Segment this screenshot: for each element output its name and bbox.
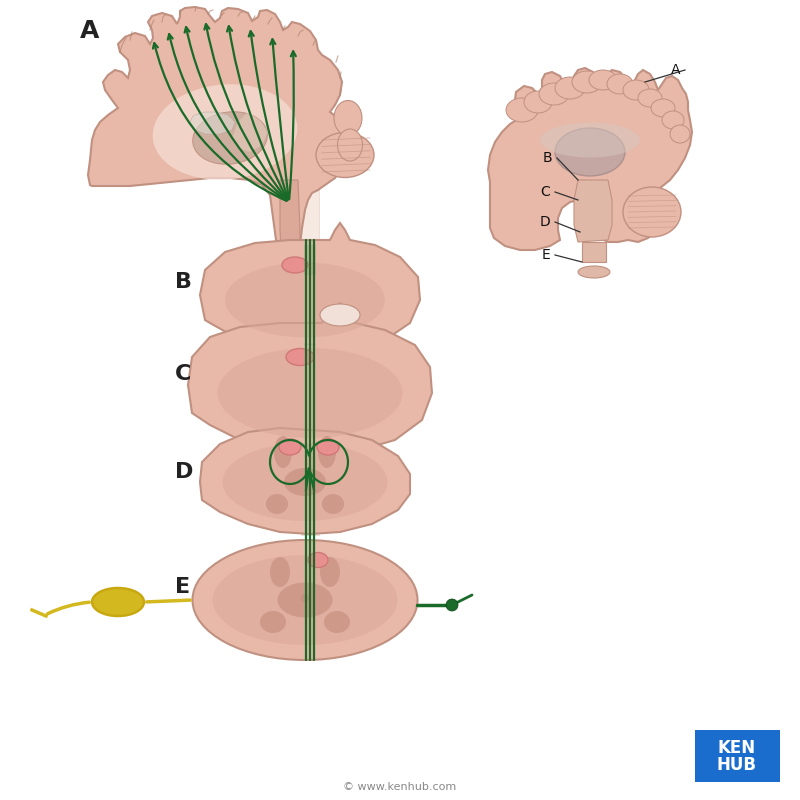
Ellipse shape <box>260 611 286 633</box>
FancyArrowPatch shape <box>185 27 287 200</box>
Ellipse shape <box>274 436 292 468</box>
Ellipse shape <box>623 187 681 237</box>
Circle shape <box>446 599 458 611</box>
FancyBboxPatch shape <box>695 730 780 782</box>
FancyArrowPatch shape <box>270 39 289 199</box>
Polygon shape <box>301 344 319 452</box>
Ellipse shape <box>539 83 569 105</box>
Ellipse shape <box>317 439 339 455</box>
Polygon shape <box>200 428 410 534</box>
Text: A: A <box>670 63 680 77</box>
Ellipse shape <box>506 98 538 122</box>
FancyArrowPatch shape <box>290 51 296 199</box>
Text: E: E <box>175 577 190 597</box>
Ellipse shape <box>320 557 340 587</box>
Text: KEN: KEN <box>718 739 756 757</box>
Polygon shape <box>88 7 348 275</box>
Polygon shape <box>301 452 319 535</box>
Ellipse shape <box>222 443 387 521</box>
FancyArrowPatch shape <box>227 26 288 199</box>
Polygon shape <box>190 112 235 134</box>
Polygon shape <box>582 242 606 262</box>
FancyArrowPatch shape <box>204 24 287 200</box>
Text: B: B <box>175 272 192 292</box>
Ellipse shape <box>334 101 362 135</box>
Text: C: C <box>175 364 191 384</box>
Text: C: C <box>540 185 550 199</box>
Ellipse shape <box>284 468 326 496</box>
Text: D: D <box>175 462 194 482</box>
Ellipse shape <box>572 71 602 93</box>
Ellipse shape <box>578 266 610 278</box>
Ellipse shape <box>279 439 301 455</box>
Ellipse shape <box>555 128 625 176</box>
Polygon shape <box>280 180 300 272</box>
Ellipse shape <box>540 122 640 158</box>
Text: B: B <box>542 151 552 165</box>
Ellipse shape <box>524 91 552 113</box>
Ellipse shape <box>607 74 633 94</box>
Ellipse shape <box>322 494 344 514</box>
Ellipse shape <box>324 611 350 633</box>
FancyArrowPatch shape <box>249 31 288 199</box>
Polygon shape <box>574 180 612 242</box>
Polygon shape <box>232 112 268 152</box>
Polygon shape <box>488 68 692 250</box>
Ellipse shape <box>662 111 684 129</box>
Ellipse shape <box>278 582 333 618</box>
Ellipse shape <box>213 555 398 645</box>
Circle shape <box>301 594 309 602</box>
FancyArrowPatch shape <box>168 34 286 201</box>
Polygon shape <box>301 240 319 344</box>
Text: HUB: HUB <box>717 756 757 774</box>
Ellipse shape <box>338 129 362 161</box>
Ellipse shape <box>589 70 617 90</box>
Ellipse shape <box>638 89 662 107</box>
Text: © www.kenhub.com: © www.kenhub.com <box>343 782 457 792</box>
Ellipse shape <box>623 80 649 100</box>
Ellipse shape <box>318 436 336 468</box>
Ellipse shape <box>282 257 308 273</box>
Text: D: D <box>539 215 550 229</box>
Ellipse shape <box>270 557 290 587</box>
Polygon shape <box>200 223 420 350</box>
Ellipse shape <box>555 77 585 99</box>
Ellipse shape <box>308 553 328 567</box>
Ellipse shape <box>651 99 675 117</box>
Ellipse shape <box>193 112 267 164</box>
Text: E: E <box>542 248 550 262</box>
Text: A: A <box>80 19 99 43</box>
Ellipse shape <box>266 494 288 514</box>
Ellipse shape <box>316 133 374 178</box>
Ellipse shape <box>286 349 314 366</box>
Ellipse shape <box>92 588 144 616</box>
Ellipse shape <box>225 262 385 338</box>
Polygon shape <box>301 180 319 240</box>
FancyArrowPatch shape <box>153 43 286 201</box>
Ellipse shape <box>193 540 418 660</box>
Ellipse shape <box>218 348 402 438</box>
Polygon shape <box>188 303 432 453</box>
Ellipse shape <box>320 304 360 326</box>
Ellipse shape <box>153 84 298 180</box>
Ellipse shape <box>670 125 690 143</box>
